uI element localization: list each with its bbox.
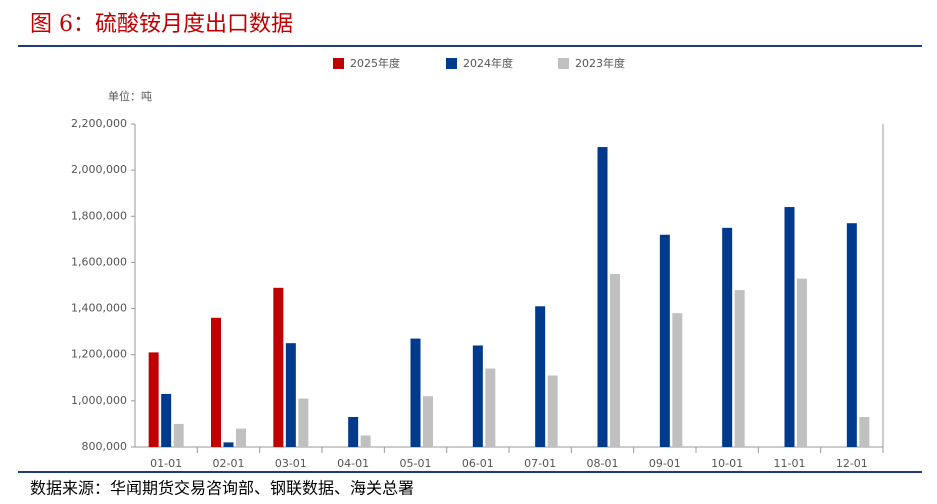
legend-swatch xyxy=(558,58,569,69)
bar xyxy=(659,234,670,447)
x-tick-label: 11-01 xyxy=(774,457,806,470)
bar xyxy=(211,317,221,447)
unit-label: 单位：吨 xyxy=(108,89,152,103)
bar xyxy=(672,313,683,447)
bar xyxy=(360,435,371,447)
bar xyxy=(859,417,870,447)
x-tick-label: 09-01 xyxy=(649,457,681,470)
legend-swatch xyxy=(333,58,344,69)
y-tick-label: 2,000,000 xyxy=(71,163,127,176)
bar xyxy=(797,278,807,447)
bar xyxy=(610,273,620,447)
bar xyxy=(236,428,246,447)
y-tick-label: 1,400,000 xyxy=(71,302,127,315)
y-tick-label: 1,800,000 xyxy=(71,209,127,222)
bar xyxy=(423,396,433,447)
x-tick-label: 04-01 xyxy=(337,457,369,470)
y-tick-label: 1,200,000 xyxy=(71,348,127,361)
x-tick-label: 02-01 xyxy=(213,457,245,470)
bar xyxy=(161,393,172,447)
x-tick-label: 06-01 xyxy=(462,457,494,470)
bar xyxy=(722,227,733,447)
x-tick-label: 05-01 xyxy=(400,457,432,470)
y-tick-label: 2,200,000 xyxy=(71,117,127,130)
bar xyxy=(846,223,857,447)
legend-label: 2024年度 xyxy=(463,56,513,70)
bar xyxy=(597,147,608,448)
bar xyxy=(734,290,745,447)
bar xyxy=(472,345,483,447)
bar xyxy=(173,423,184,447)
bar xyxy=(485,368,496,447)
bar xyxy=(535,306,546,447)
source: 数据来源：华闻期货交易咨询部、钢联数据、海关总署 xyxy=(30,479,414,498)
x-tick-label: 12-01 xyxy=(836,457,868,470)
bar xyxy=(148,352,159,447)
y-tick-label: 1,000,000 xyxy=(71,394,127,407)
legend-label: 2025年度 xyxy=(350,56,400,70)
chart-title: 图 6：硫酸铵月度出口数据 xyxy=(30,12,293,37)
x-tick-label: 07-01 xyxy=(524,457,556,470)
bar xyxy=(784,207,795,447)
legend-label: 2023年度 xyxy=(575,56,625,70)
legend-swatch xyxy=(446,58,457,69)
bar xyxy=(348,417,359,447)
bar xyxy=(547,375,558,447)
bar xyxy=(298,398,309,447)
x-tick-label: 08-01 xyxy=(587,457,619,470)
x-tick-label: 10-01 xyxy=(711,457,743,470)
y-tick-label: 1,600,000 xyxy=(71,255,127,268)
bar xyxy=(223,442,234,447)
bar xyxy=(273,287,284,447)
bar xyxy=(285,343,296,447)
bar xyxy=(410,338,421,447)
x-tick-label: 01-01 xyxy=(150,457,182,470)
x-tick-label: 03-01 xyxy=(275,457,307,470)
y-tick-label: 800,000 xyxy=(82,440,128,453)
